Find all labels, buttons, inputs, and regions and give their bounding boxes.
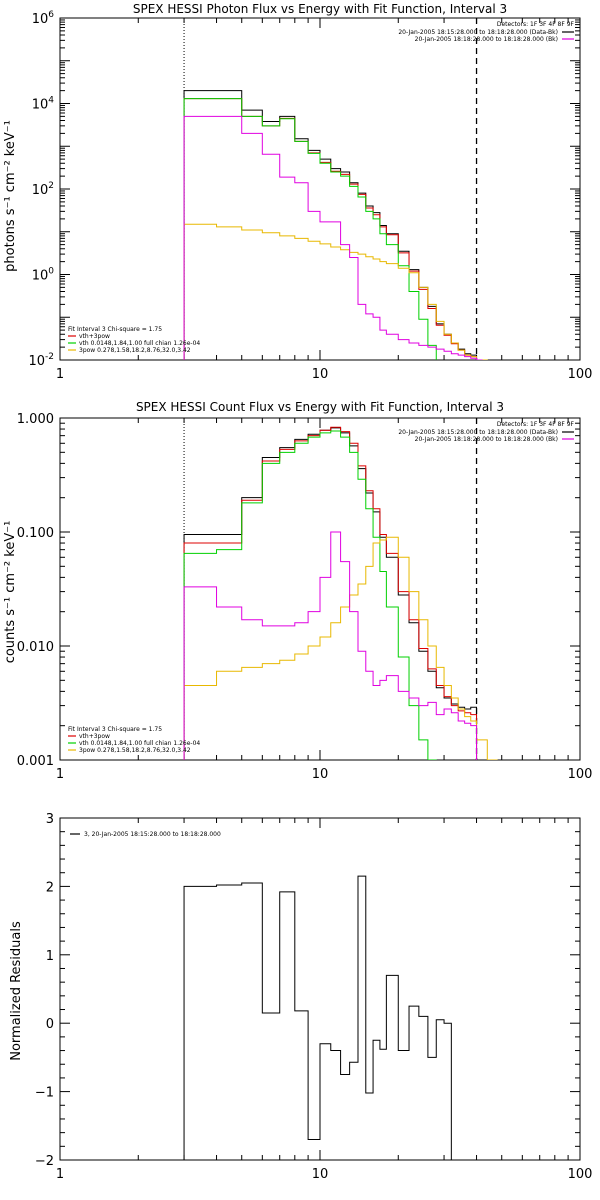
- count-flux-ylabel: counts s⁻¹ cm⁻² keV⁻¹: [3, 521, 18, 664]
- photon-flux-ytick-exponent: 4: [48, 96, 54, 106]
- count-flux-xtick-label: 10: [312, 767, 329, 782]
- count-flux-legend-entry: 20-Jan-2005 18:18:28.000 to 18:18:28.000…: [415, 436, 558, 443]
- photon-flux-xtick-label: 10: [312, 367, 329, 382]
- photon-flux-ylabel: photons s⁻¹ cm⁻² keV⁻¹: [3, 120, 18, 272]
- residuals-ytick-label: 1: [46, 949, 54, 964]
- photon-flux-xtick-label: 100: [568, 367, 593, 382]
- residuals-ytick-label: −2: [35, 1154, 54, 1169]
- photon-flux-ytick-exponent: 2: [48, 181, 54, 191]
- photon-flux-xtick-label: 1: [56, 367, 64, 382]
- photon-flux-detectors-label: Detectors: 1F 3F 4F 8F 9F: [497, 21, 575, 28]
- count-flux-detectors-label: Detectors: 1F 3F 4F 8F 9F: [497, 421, 575, 428]
- photon-flux-ytick-label: 10-2: [28, 352, 54, 369]
- photon-flux-legend-entry: 20-Jan-2005 18:15:28.000 to 18:18:28.000…: [398, 29, 558, 36]
- count-flux-fit-info-line: vth 0.0148,1.84,1.00 full chian 1.26e-04: [79, 740, 200, 747]
- residuals-ytick-label: −1: [35, 1086, 54, 1101]
- count-flux-series-black: [183, 427, 478, 760]
- count-flux-xtick-label: 1: [56, 767, 64, 782]
- photon-flux-fit-info-line: 3pow 0.278,1.58,18.2,8.76,32.0,3.42: [79, 347, 191, 354]
- count-flux-ytick-label: 0.001: [17, 754, 54, 769]
- photon-flux-title: SPEX HESSI Photon Flux vs Energy with Fi…: [133, 2, 507, 16]
- photon-flux-fit-info-line: vth+3pow: [79, 333, 110, 340]
- residuals-legend-entry: 3, 20-Jan-2005 18:15:28.000 to 18:18:28.…: [84, 831, 221, 838]
- photon-flux-fit-info-line: vth 0.0148,1.84,1.00 full chian 1.26e-04: [79, 340, 200, 347]
- residuals-xtick-label: 1: [56, 1167, 64, 1182]
- count-flux-fit-info-line: Fit Interval 3 Chi-square = 1.75: [68, 726, 162, 733]
- count-flux-xtick-label: 100: [568, 767, 593, 782]
- residuals-panel: Normalized Residuals 1 10 100 −2 −1 0 1 2 3 3, 20…: [9, 812, 592, 1182]
- photon-flux-ytick-label: 102: [32, 181, 54, 198]
- residuals-ytick-label: 2: [46, 880, 54, 895]
- count-flux-ytick-label: 0.010: [17, 640, 54, 655]
- count-flux-series-red: [183, 426, 478, 760]
- photon-flux-series-red: [183, 98, 478, 360]
- photon-flux-ytick-label: 104: [32, 96, 55, 113]
- count-flux-ytick-label: 1.000: [17, 412, 54, 427]
- photon-flux-series-orange: [183, 223, 488, 360]
- count-flux-legend-entry: 20-Jan-2005 18:15:28.000 to 18:18:28.000…: [398, 429, 558, 436]
- photon-flux-ytick-label: 106: [32, 10, 55, 27]
- photon-flux-ytick-label: 100: [32, 267, 55, 284]
- count-flux-series-orange: [183, 536, 498, 760]
- residuals-xtick-label: 100: [568, 1167, 593, 1182]
- residuals-xtick-label: 10: [312, 1167, 329, 1182]
- count-flux-panel: SPEX HESSI Count Flux vs Energy with Fit…: [3, 400, 592, 782]
- residuals-ylabel: Normalized Residuals: [9, 921, 24, 1061]
- photon-flux-panel: SPEX HESSI Photon Flux vs Energy with Fi…: [3, 2, 592, 382]
- photon-flux-legend-entry: 20-Jan-2005 18:18:28.000 to 18:18:28.000…: [415, 36, 558, 43]
- photon-flux-plot-frame: [59, 17, 581, 361]
- residuals-ytick-label: 0: [46, 1017, 54, 1032]
- photon-flux-ytick-exponent: -2: [45, 352, 54, 362]
- residuals-series-black: [183, 875, 452, 1160]
- photon-flux-ytick-exponent: 0: [48, 267, 54, 277]
- count-flux-series-green: [183, 430, 437, 760]
- photon-flux-series-green: [183, 98, 437, 360]
- photon-flux-series-magenta: [183, 115, 483, 360]
- photon-flux-fit-info-line: Fit Interval 3 Chi-square = 1.75: [68, 326, 162, 333]
- photon-flux-series-black: [183, 90, 478, 360]
- count-flux-fit-info-line: vth+3pow: [79, 733, 110, 740]
- count-flux-title: SPEX HESSI Count Flux vs Energy with Fit…: [136, 400, 504, 414]
- count-flux-series-magenta: [183, 531, 478, 760]
- residuals-ytick-label: 3: [46, 812, 54, 827]
- count-flux-ytick-label: 0.100: [17, 526, 54, 541]
- count-flux-fit-info-line: 3pow 0.278,1.58,18.2,8.76,32.0,3.42: [79, 747, 191, 754]
- photon-flux-ytick-exponent: 6: [48, 10, 54, 20]
